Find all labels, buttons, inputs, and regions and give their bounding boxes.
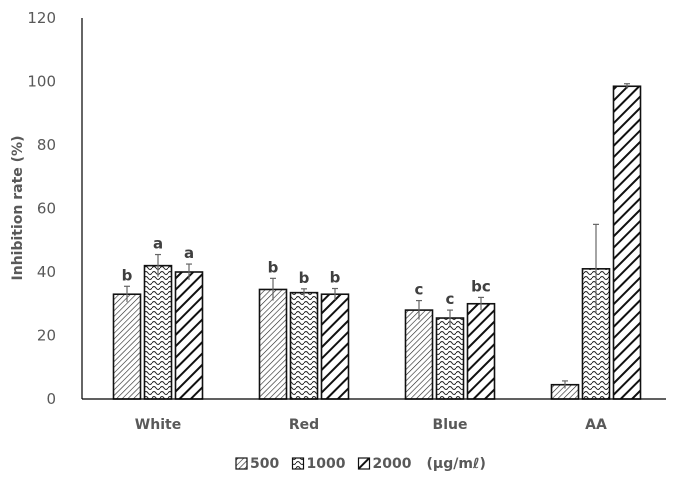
legend-label: 2000 [373,456,412,472]
y-tick-label: 100 [27,73,56,91]
significance-label: b [268,258,279,276]
y-tick-label: 20 [37,327,56,345]
significance-label: c [415,281,424,299]
x-category-label: Red [289,417,319,433]
x-axis-categories: White Red Blue AA [135,417,607,433]
y-tick-label: 120 [27,9,56,27]
legend-swatch-500 [235,457,248,470]
bar-group-aa [550,83,642,400]
significance-label: b [299,269,310,287]
significance-label: a [153,235,163,253]
significance-label: a [184,244,194,262]
bar-1000 [289,291,319,400]
y-axis-label: Inhibition rate (%) [10,136,26,281]
bar-group-red: bb b [258,258,350,400]
legend: 500 1000 2000 (μg/mℓ) [235,456,486,472]
bar-500 [112,293,142,400]
legend-swatch-2000 [357,457,371,470]
y-axis-title: Inhibition rate (%) [10,136,26,281]
x-category-label: Blue [433,417,468,433]
bar-500 [404,309,434,400]
x-category-label: White [135,417,181,433]
significance-label: b [122,266,133,284]
y-tick-label: 60 [37,200,56,218]
legend-unit: (μg/mℓ) [427,456,486,472]
bar-2000 [320,293,350,400]
bar-1000 [435,317,465,400]
significance-label: b [330,269,341,287]
bar-1000 [143,264,173,400]
bar-2000 [466,302,496,400]
y-tick-label: 0 [46,390,56,408]
legend-swatch-1000 [291,457,305,470]
legend-label: 1000 [307,456,346,472]
y-tick-label: 40 [37,263,56,281]
x-category-label: AA [585,417,607,433]
bar-2000 [174,271,204,400]
significance-label: bc [471,277,491,295]
bar-500 [258,288,288,400]
axes [81,18,666,400]
bar-group-white: b a a [112,235,204,400]
significance-label: c [446,290,455,308]
bar-2000 [612,85,642,400]
legend-label: 500 [250,456,279,472]
y-tick-label: 80 [37,136,56,154]
y-axis-ticks: 0 20 40 60 80 100 120 [27,9,56,408]
